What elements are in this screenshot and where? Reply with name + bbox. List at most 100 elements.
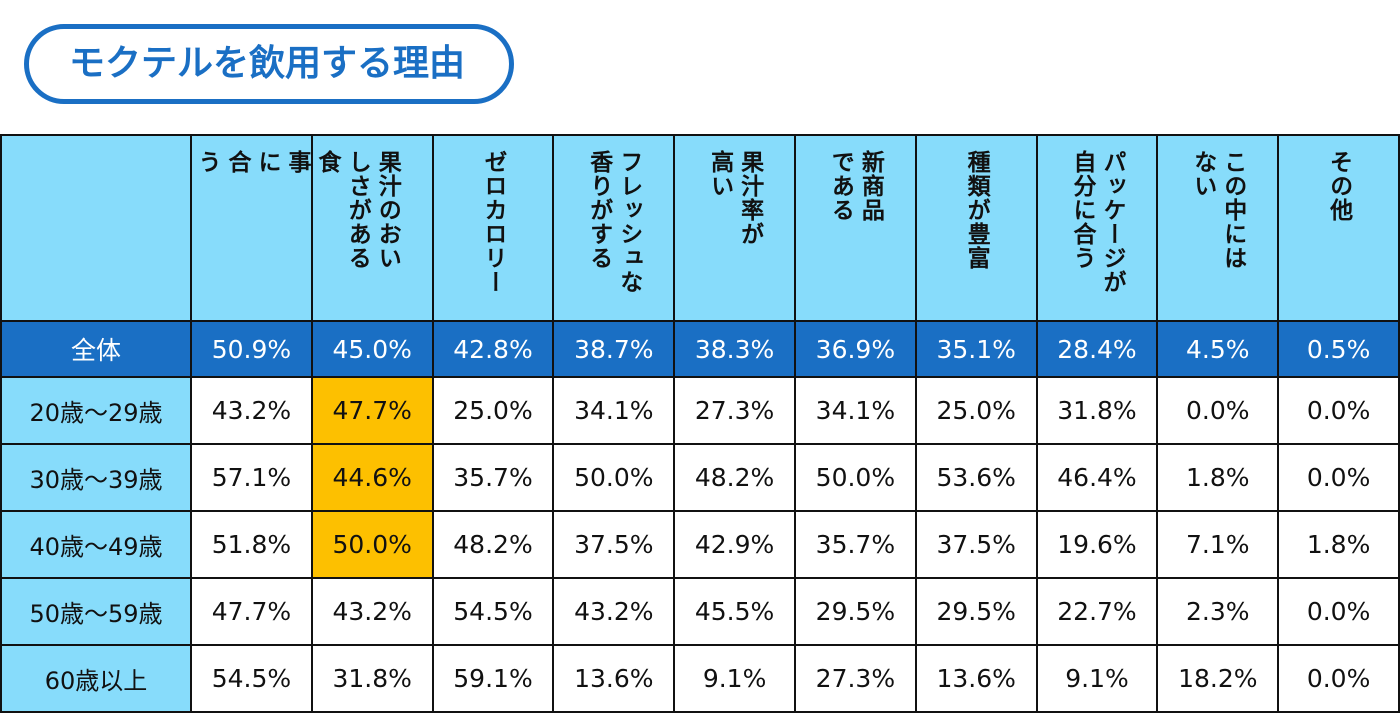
table-cell: 9.1%	[1035, 644, 1159, 713]
table-cell: 0.0%	[1277, 644, 1400, 713]
table-cell: 45.5%	[673, 577, 796, 646]
table-cell: 31.8%	[1035, 376, 1159, 445]
table-cell: 4.5%	[1156, 320, 1280, 378]
table-cell: 25.0%	[431, 376, 555, 445]
table-cell: 50.0%	[793, 443, 917, 512]
table-cell: 13.6%	[914, 644, 1038, 713]
column-header: 果汁率が 高い	[673, 134, 796, 322]
column-header-label: フレッシュな 香りがする	[584, 150, 644, 294]
table-row: 60歳以上 54.5% 31.8% 59.1% 13.6% 9.1% 27.3% 13.6% 9…	[0, 644, 1400, 713]
table-cell: 1.8%	[1156, 443, 1280, 512]
table-cell: 18.2%	[1156, 644, 1280, 713]
table-cell: 0.5%	[1277, 320, 1400, 378]
table-cell: 0.0%	[1277, 443, 1400, 512]
column-header-label: 種類が豊富	[961, 150, 991, 270]
table-cell: 7.1%	[1156, 510, 1280, 579]
header-row: 食事に合う果汁のおい しさがある ゼロカロリー フレッシュな 香りがする 果汁率が 高い 新商…	[0, 134, 1400, 322]
table-cell: 0.0%	[1277, 376, 1400, 445]
table-cell: 43.2%	[310, 577, 434, 646]
column-header: フレッシュな 香りがする	[552, 134, 676, 322]
highlighted-cell: 50.0%	[310, 510, 434, 579]
column-header-label: 食事に合う	[192, 150, 342, 174]
column-header-label: ゼロカロリー	[478, 150, 508, 294]
survey-table: 食事に合う果汁のおい しさがある ゼロカロリー フレッシュな 香りがする 果汁率が 高い 新商…	[0, 134, 1400, 713]
table-cell: 29.5%	[793, 577, 917, 646]
column-header-line: 高い	[706, 150, 733, 198]
table-cell: 50.9%	[190, 320, 313, 378]
column-header-label: パッケージが 自分に合う	[1067, 150, 1127, 294]
column-header-line: 自分に合う	[1068, 150, 1095, 270]
column-header-label: その他	[1324, 150, 1354, 222]
column-header-line: 果汁率が	[736, 150, 763, 246]
column-header: パッケージが 自分に合う	[1035, 134, 1159, 322]
column-header-line: パッケージが	[1098, 150, 1125, 294]
table-cell: 53.6%	[914, 443, 1038, 512]
table-cell: 22.7%	[1035, 577, 1159, 646]
row-label: 全体	[0, 320, 192, 378]
table-row: 30歳～39歳 57.1% 44.6% 35.7% 50.0% 48.2% 50.0% 53.…	[0, 443, 1400, 512]
column-header: その他	[1277, 134, 1400, 322]
column-header-line: 食	[314, 150, 340, 174]
column-header-line: ない	[1189, 150, 1216, 198]
table-cell: 48.2%	[673, 443, 796, 512]
column-header: 食事に合う	[190, 134, 340, 322]
header-corner-cell	[0, 134, 192, 322]
table-cell: 45.0%	[310, 320, 434, 378]
table-cell: 27.3%	[673, 376, 796, 445]
table-cell: 43.2%	[552, 577, 676, 646]
column-header-line: 種類が豊富	[963, 150, 990, 270]
table-cell: 0.0%	[1156, 376, 1280, 445]
table-cell: 42.8%	[431, 320, 555, 378]
column-header-line: である	[827, 150, 854, 222]
table-cell: 35.1%	[914, 320, 1038, 378]
column-header-label: 果汁のおい しさがある	[342, 150, 402, 270]
column-header-line: ゼロカロリー	[479, 150, 506, 294]
column-header-line: う	[194, 150, 220, 174]
highlighted-cell: 47.7%	[310, 376, 434, 445]
table-cell: 19.6%	[1035, 510, 1159, 579]
row-label: 60歳以上	[0, 644, 192, 713]
table-cell: 36.9%	[793, 320, 917, 378]
table-cell: 54.5%	[431, 577, 555, 646]
table-cell: 35.7%	[431, 443, 555, 512]
table-cell: 13.6%	[552, 644, 676, 713]
column-header-line: 果汁のおい	[374, 150, 401, 270]
table-cell: 51.8%	[190, 510, 313, 579]
table-cell: 42.9%	[673, 510, 796, 579]
table-cell: 1.8%	[1277, 510, 1400, 579]
table-cell: 46.4%	[1035, 443, 1159, 512]
table-cell: 0.0%	[1277, 577, 1400, 646]
table-row: 20歳～29歳 43.2% 47.7% 25.0% 34.1% 27.3% 34.1% 25.…	[0, 376, 1400, 445]
row-label: 50歳～59歳	[0, 577, 192, 646]
table-cell: 34.1%	[552, 376, 676, 445]
table-cell: 50.0%	[552, 443, 676, 512]
column-header-label: この中には ない	[1188, 150, 1248, 270]
table-cell: 37.5%	[914, 510, 1038, 579]
table-cell: 35.7%	[793, 510, 917, 579]
column-header-label: 新商品 である	[825, 150, 885, 222]
column-header-line: に	[254, 150, 280, 174]
table-cell: 37.5%	[552, 510, 676, 579]
table-cell: 27.3%	[793, 644, 917, 713]
highlighted-cell: 44.6%	[310, 443, 434, 512]
table-row: 40歳～49歳 51.8% 50.0% 48.2% 37.5% 42.9% 35.7% 37.…	[0, 510, 1400, 579]
row-label: 20歳～29歳	[0, 376, 192, 445]
column-header-line: この中には	[1219, 150, 1246, 270]
column-header-line: フレッシュな	[615, 150, 642, 294]
table-cell: 2.3%	[1156, 577, 1280, 646]
page-title: モクテルを飲用する理由	[24, 24, 514, 104]
table-cell: 9.1%	[673, 644, 796, 713]
table-cell: 47.7%	[190, 577, 313, 646]
table-cell: 31.8%	[310, 644, 434, 713]
column-header: 果汁のおい しさがある	[310, 134, 434, 322]
table-cell: 29.5%	[914, 577, 1038, 646]
table-cell: 59.1%	[431, 644, 555, 713]
table-cell: 57.1%	[190, 443, 313, 512]
column-header-line: しさがある	[344, 150, 371, 270]
column-header-line: その他	[1325, 150, 1352, 222]
table-cell: 34.1%	[793, 376, 917, 445]
column-header: この中には ない	[1156, 134, 1280, 322]
column-header: 新商品 である	[793, 134, 917, 322]
column-header-line: 新商品	[857, 150, 884, 222]
column-header-line: 事	[284, 150, 310, 174]
